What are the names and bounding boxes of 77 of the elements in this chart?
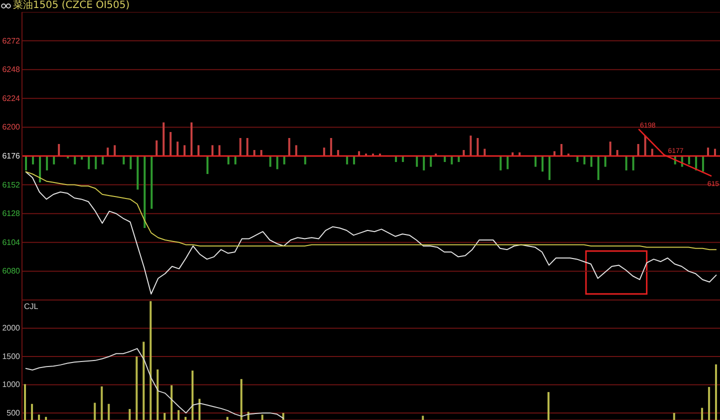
bar bbox=[106, 148, 109, 156]
bar bbox=[218, 145, 220, 156]
y-tick-label: 6104 bbox=[2, 238, 21, 247]
bar bbox=[58, 144, 60, 156]
bar bbox=[94, 156, 97, 170]
bar bbox=[276, 156, 278, 170]
y-tick-label: 2000 bbox=[2, 324, 21, 333]
y-tick-label: 6128 bbox=[2, 209, 21, 218]
bar bbox=[702, 156, 704, 172]
y-tick-label: 500 bbox=[6, 408, 21, 418]
bar bbox=[269, 156, 272, 167]
bar bbox=[176, 142, 179, 156]
bar bbox=[632, 156, 634, 170]
bar bbox=[484, 148, 486, 156]
y-tick-label: 6272 bbox=[2, 36, 21, 46]
y-tick-label: 6248 bbox=[2, 65, 21, 74]
bar bbox=[184, 145, 186, 156]
bar bbox=[114, 145, 116, 156]
bar bbox=[162, 122, 165, 156]
bar bbox=[150, 156, 153, 209]
bar bbox=[295, 145, 298, 156]
bar bbox=[190, 122, 193, 156]
bar bbox=[637, 144, 640, 156]
bar bbox=[206, 156, 208, 174]
bar bbox=[651, 148, 654, 156]
bar bbox=[534, 156, 537, 167]
bar bbox=[144, 156, 146, 228]
bar bbox=[38, 156, 41, 182]
bar bbox=[462, 150, 465, 156]
bar bbox=[46, 156, 48, 170]
bar bbox=[239, 138, 242, 156]
bar bbox=[604, 156, 606, 167]
bar bbox=[548, 156, 550, 180]
bar bbox=[625, 156, 628, 170]
bar bbox=[246, 138, 248, 156]
bar bbox=[590, 156, 592, 167]
bar bbox=[430, 156, 432, 167]
y-tick-label: 6176 bbox=[2, 152, 21, 160]
chart-title: CJL bbox=[24, 302, 38, 311]
bar bbox=[88, 156, 90, 170]
y-tick-label: 1500 bbox=[2, 352, 21, 361]
line-series bbox=[24, 171, 718, 250]
bar bbox=[506, 156, 509, 170]
line-series bbox=[24, 348, 284, 420]
bar bbox=[707, 148, 710, 156]
y-tick-label: 6152 bbox=[2, 180, 21, 190]
y-tick-label: 1000 bbox=[2, 380, 21, 390]
bar bbox=[253, 150, 256, 156]
bar bbox=[609, 142, 612, 156]
bar bbox=[560, 144, 562, 156]
bar bbox=[337, 150, 340, 156]
bar bbox=[211, 145, 214, 156]
y-tick-label: 6080 bbox=[2, 266, 21, 276]
line-series bbox=[24, 171, 718, 294]
bar bbox=[616, 150, 618, 156]
bar bbox=[644, 136, 646, 156]
bar bbox=[470, 136, 472, 156]
y-tick-label: 6200 bbox=[2, 122, 21, 132]
bar bbox=[288, 138, 290, 156]
bar bbox=[542, 156, 544, 172]
bar bbox=[198, 145, 200, 156]
bar bbox=[500, 156, 502, 170]
bar bbox=[422, 156, 425, 170]
bar bbox=[416, 156, 418, 167]
bar bbox=[136, 156, 139, 190]
bar bbox=[476, 138, 479, 156]
bar bbox=[597, 156, 600, 180]
bar bbox=[156, 140, 158, 156]
bar bbox=[260, 150, 262, 156]
y-tick-label: 6224 bbox=[2, 94, 21, 103]
bar bbox=[25, 156, 27, 170]
bar bbox=[323, 148, 326, 156]
bar bbox=[170, 132, 172, 156]
bar bbox=[714, 148, 716, 156]
bar bbox=[330, 138, 332, 156]
bar bbox=[130, 156, 132, 170]
chart-title: 菜油1505 (CZCE OI505) bbox=[13, 0, 130, 12]
